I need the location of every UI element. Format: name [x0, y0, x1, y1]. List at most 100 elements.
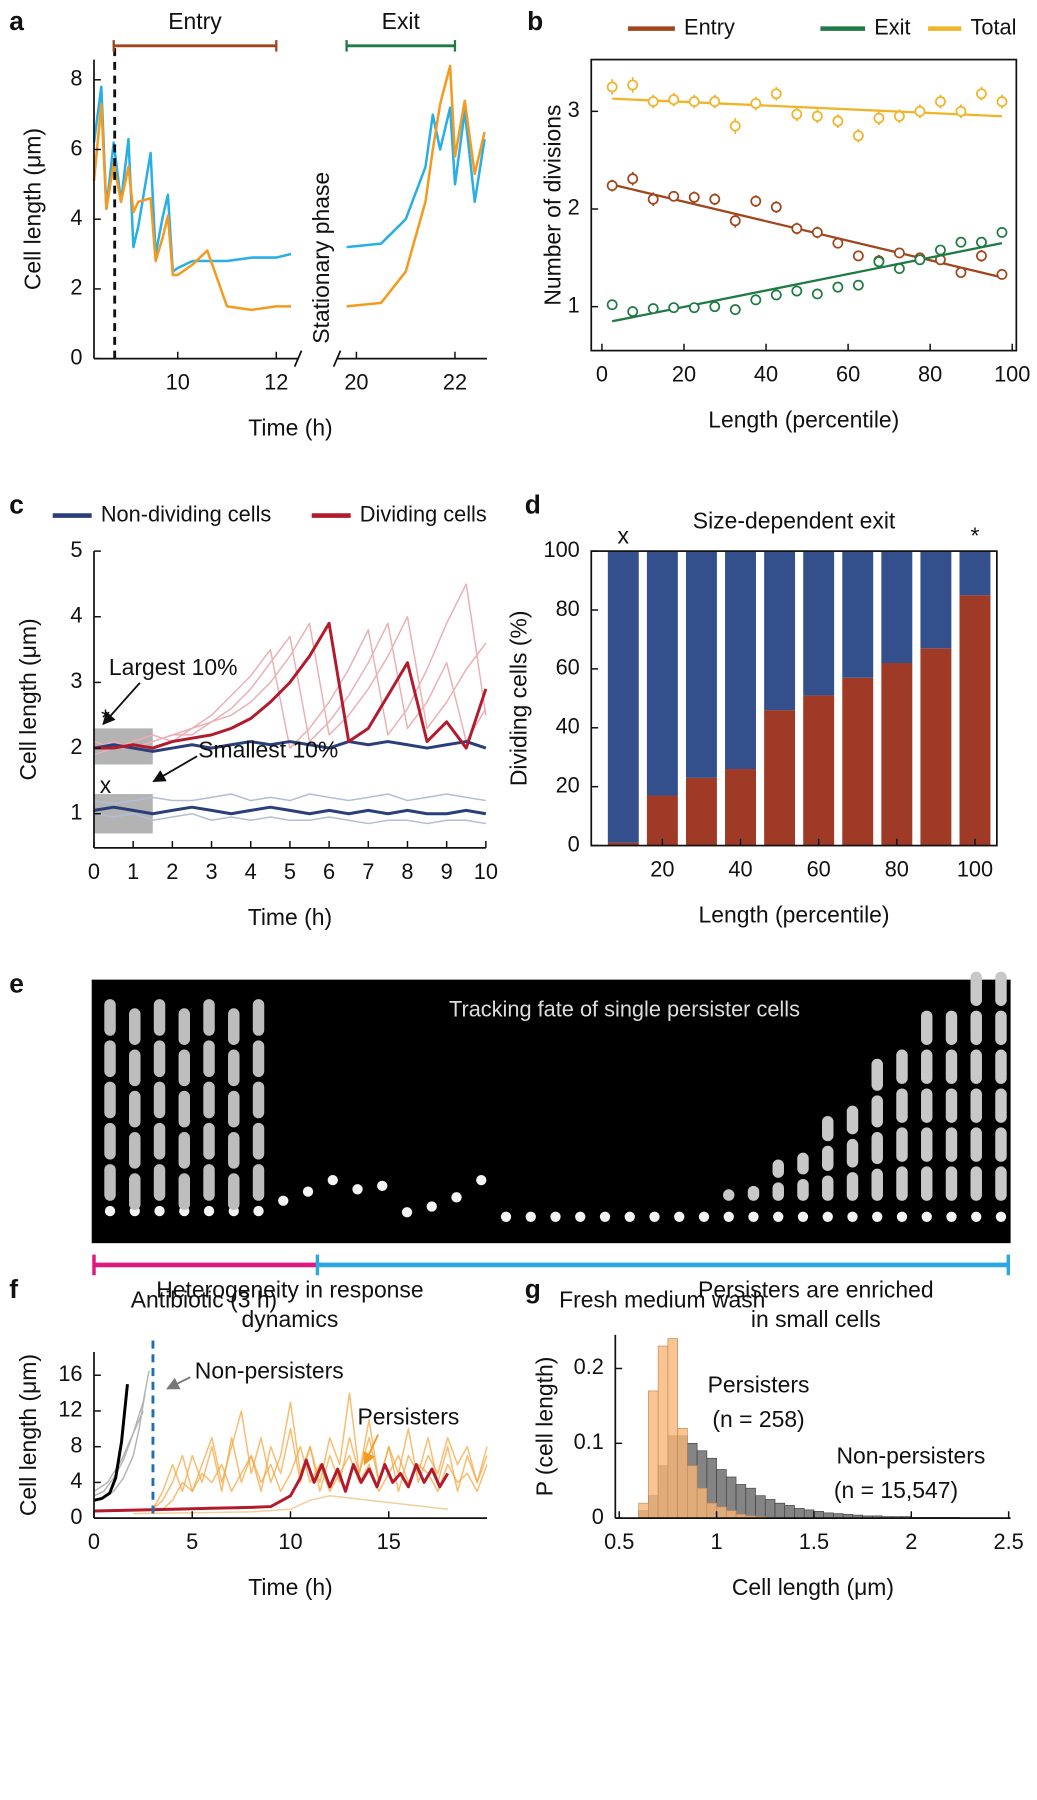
x-axis-label: Length (percentile) — [699, 902, 890, 928]
y-tick-label: 80 — [556, 596, 580, 621]
point — [770, 201, 782, 213]
cell — [896, 1049, 908, 1084]
cell — [772, 1182, 784, 1201]
cell — [822, 1145, 834, 1171]
line — [152, 1419, 488, 1510]
cell — [129, 1049, 141, 1087]
y-tick-label: 0 — [592, 1504, 604, 1529]
y-tick-label: 6 — [70, 135, 82, 160]
legend-label: Exit — [874, 14, 910, 39]
point — [791, 285, 803, 297]
plot-frame — [590, 58, 1018, 352]
cell-dot — [476, 1174, 487, 1186]
annotation: Largest 10% — [109, 654, 238, 680]
histogram-bar — [648, 1390, 659, 1519]
histogram-bar — [764, 1499, 776, 1519]
cell — [228, 1008, 240, 1045]
annotation: Non-persisters — [195, 1358, 344, 1384]
cell-dot — [822, 1211, 833, 1222]
cell — [178, 1008, 191, 1045]
cell — [970, 1088, 982, 1123]
cell-dot — [327, 1174, 338, 1186]
point — [914, 105, 926, 117]
cell-dot — [773, 1211, 784, 1222]
cell-dot — [649, 1211, 660, 1222]
point — [811, 226, 823, 238]
x-tick-label: 100 — [994, 362, 1030, 387]
cell — [772, 1159, 784, 1178]
x-tick-label: 20 — [650, 857, 674, 882]
x-tick-label: 0 — [88, 859, 100, 884]
histogram-bar — [638, 1502, 649, 1519]
bar — [685, 777, 717, 846]
cell-dot — [550, 1211, 561, 1222]
cell — [995, 971, 1007, 1006]
bar — [920, 648, 952, 846]
bar — [764, 551, 796, 711]
annotation-arrow — [152, 755, 198, 783]
x-axis-label: Time (h) — [248, 904, 332, 930]
point — [976, 236, 987, 248]
cell — [178, 1132, 191, 1169]
cell-dot — [302, 1186, 314, 1197]
x-tick-label: 100 — [957, 857, 993, 882]
panel-label: c — [9, 489, 24, 519]
cell — [104, 1122, 116, 1160]
annotation: x — [100, 772, 112, 798]
panel-label: g — [525, 1274, 541, 1304]
y-tick-label: 2 — [70, 275, 82, 300]
point — [606, 81, 618, 93]
point — [606, 299, 618, 311]
cell — [896, 1088, 908, 1123]
cell-dot — [896, 1211, 908, 1222]
cell — [995, 1088, 1007, 1123]
y-tick-label: 60 — [556, 655, 580, 680]
point — [750, 294, 762, 306]
histogram-bar — [657, 1345, 669, 1519]
x-axis-label: Length (percentile) — [708, 407, 899, 433]
bar — [881, 663, 913, 846]
panel-label: a — [9, 6, 24, 36]
x-tick-label: 40 — [754, 362, 778, 387]
point — [627, 306, 639, 317]
point — [893, 247, 905, 259]
y-tick-label: 0 — [70, 1504, 82, 1529]
bar — [881, 551, 913, 664]
cell — [129, 1173, 141, 1210]
x-tick-label: 5 — [186, 1529, 198, 1554]
cell — [104, 1040, 116, 1078]
bar — [842, 551, 874, 678]
x-tick-label: 10 — [166, 370, 190, 395]
point — [750, 195, 762, 207]
line — [152, 1392, 488, 1510]
cell — [945, 1127, 958, 1162]
point — [832, 237, 844, 249]
line — [93, 1458, 449, 1513]
point — [709, 193, 721, 205]
cell — [970, 1166, 982, 1201]
point — [709, 301, 721, 313]
cell — [153, 1040, 166, 1078]
point — [996, 96, 1008, 108]
legend-label: Entry — [684, 14, 735, 39]
cell — [921, 1166, 933, 1201]
cell-dot — [253, 1205, 264, 1217]
cell — [252, 1040, 265, 1078]
highlight-box — [93, 794, 153, 834]
x-tick-label: 9 — [441, 859, 453, 884]
cell — [129, 1008, 141, 1045]
histogram-bar — [706, 1502, 717, 1519]
cell-dot — [847, 1211, 858, 1222]
histogram-bar — [813, 1511, 825, 1519]
axis-break — [332, 350, 342, 367]
cell — [896, 1166, 908, 1201]
panel-label: b — [527, 6, 543, 36]
histogram-bar — [755, 1495, 766, 1519]
point — [852, 279, 864, 291]
series-count: (n = 258) — [712, 1406, 804, 1432]
cell — [797, 1152, 809, 1175]
point — [955, 267, 967, 278]
cell — [921, 1010, 933, 1045]
line — [93, 1410, 144, 1492]
